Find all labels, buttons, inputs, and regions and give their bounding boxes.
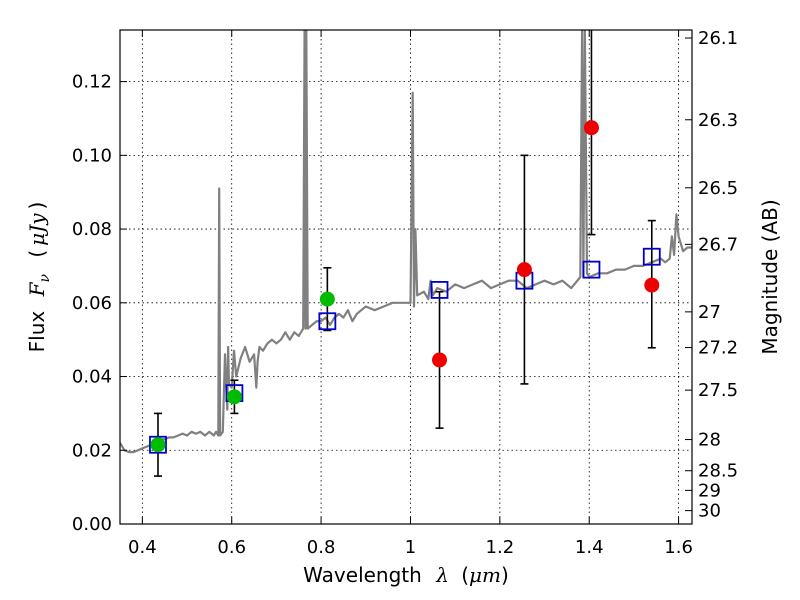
y-tick-label: 0.00	[72, 514, 112, 535]
y-tick-label: 0.04	[72, 367, 112, 388]
model-photometry-square	[642, 247, 661, 266]
model-photometry-square	[430, 281, 449, 299]
x-tick-label: 1.4	[575, 537, 604, 558]
x-axis-label: Wavelength λ (μm)	[303, 563, 509, 587]
y-tick-label: 0.10	[72, 145, 112, 166]
y-tick-label: 0.06	[72, 293, 112, 314]
plot-frame	[119, 29, 693, 525]
magnitude-tick-label: 28.5	[698, 461, 738, 482]
model-photometry-square	[318, 312, 337, 331]
magnitude-tick-label: 29	[698, 480, 721, 501]
magnitude-tick-label: 30	[698, 501, 721, 522]
model-photometry-square	[582, 260, 601, 279]
x-tick-label: 1	[405, 537, 416, 558]
x-tick-label: 1.2	[486, 537, 515, 558]
magnitude-tick-label: 27.2	[698, 338, 738, 359]
x-tick-label: 0.6	[217, 537, 246, 558]
x-tick-label: 1.6	[664, 537, 693, 558]
green-data-point	[226, 389, 242, 405]
magnitude-axis-label: Magnitude (AB)	[758, 199, 782, 354]
model-photometry-square	[149, 435, 167, 454]
sed-spectrum-line	[120, 30, 692, 454]
data-series	[120, 30, 692, 477]
y-tick-label: 0.12	[72, 72, 112, 93]
red-data-point	[583, 120, 599, 136]
red-data-point	[516, 262, 532, 278]
x-tick-label: 0.4	[128, 537, 157, 558]
green-data-point	[150, 437, 166, 453]
magnitude-tick-label: 27.5	[698, 380, 738, 401]
red-data-point	[644, 277, 660, 293]
magnitude-tick-label: 26.7	[698, 234, 738, 255]
y-tick-label: 0.02	[72, 440, 112, 461]
green-data-point	[319, 291, 335, 307]
x-tick-label: 0.8	[307, 537, 336, 558]
axis-ticks: 0.4 0.6 0.8 1 1.2 1.4 1.6 0.00 0.02 0.04 0.06 0.08 0…	[72, 28, 738, 558]
magnitude-tick-label: 27	[698, 302, 721, 323]
red-data-point	[432, 352, 448, 368]
y-tick-label: 0.08	[72, 219, 112, 240]
magnitude-tick-label: 26.1	[698, 28, 738, 49]
y-axis-label: Flux Fν (μJy)	[25, 202, 54, 353]
magnitude-tick-label: 26.5	[698, 178, 738, 199]
magnitude-tick-label: 28	[698, 430, 721, 451]
magnitude-tick-label: 26.3	[698, 110, 738, 131]
